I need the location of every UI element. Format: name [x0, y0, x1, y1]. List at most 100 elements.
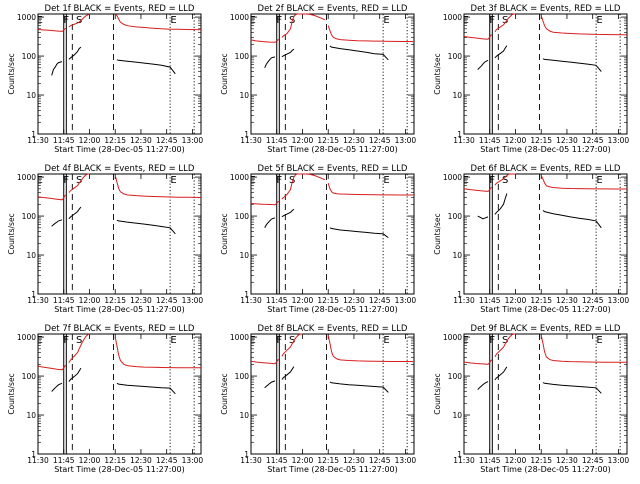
y-tick-label: 100 — [22, 372, 37, 381]
x-tick-label: 11:45 — [266, 296, 288, 305]
series-lld — [250, 173, 414, 206]
series-events — [264, 366, 389, 393]
x-tick-label: 12:15 — [317, 456, 339, 465]
series-events — [477, 193, 602, 229]
series-segment — [250, 38, 279, 43]
y-tick-label: 1000 — [17, 13, 36, 22]
panel-title: Det 1f BLACK = Events, RED = LLD — [45, 4, 195, 14]
x-tick-label: 13:00 — [182, 296, 204, 305]
series-segment — [116, 219, 176, 235]
series-segment — [281, 366, 295, 380]
x-tick-label: 12:30 — [130, 136, 152, 145]
panel-title: Det 5f BLACK = Events, RED = LLD — [258, 164, 408, 174]
y-tick-label: 1000 — [230, 13, 249, 22]
interval-marker-letter: E — [383, 175, 389, 186]
x-tick-label: 12:15 — [317, 136, 339, 145]
y-tick-label: 1 — [457, 450, 462, 459]
interval-marker-letter: S — [502, 335, 508, 346]
interval-marker-letter: E — [37, 15, 43, 26]
series-segment — [114, 175, 202, 198]
plot-frame — [37, 13, 202, 135]
interval-marker-letter: S — [502, 175, 508, 186]
x-axis-label: Start Time (28-Dec-05 11:27:00) — [54, 465, 185, 474]
x-tick-label: 12:45 — [156, 136, 178, 145]
series-segment — [329, 45, 389, 61]
x-tick-label: 11:45 — [53, 456, 75, 465]
series-segment — [327, 182, 414, 196]
x-tick-label: 12:15 — [104, 456, 126, 465]
series-segment — [37, 194, 66, 201]
y-tick-label: 10 — [26, 91, 36, 100]
x-axis-label: Start Time (28-Dec-05 11:27:00) — [54, 305, 185, 314]
interval-marker-letter: S — [76, 335, 82, 346]
y-tick-label: 10 — [452, 411, 462, 420]
series-segment — [477, 59, 489, 70]
x-tick-label: 13:00 — [395, 456, 417, 465]
series-segment — [494, 333, 516, 358]
panel-title: Det 2f BLACK = Events, RED = LLD — [258, 4, 408, 14]
interval-marker-letter: E — [170, 335, 176, 346]
interval-marker-letter: F — [489, 335, 495, 346]
series-segment — [477, 215, 489, 220]
interval-marker-letter: E — [463, 15, 469, 26]
series-segment — [114, 13, 202, 31]
series-segment — [51, 382, 63, 392]
x-tick-label: 12:00 — [79, 456, 101, 465]
y-tick-label: 1000 — [17, 173, 36, 182]
interval-marker-letter: E — [596, 175, 602, 186]
series-segment — [463, 34, 492, 40]
y-axis-label: Counts/sec — [433, 373, 442, 414]
series-events — [264, 45, 389, 69]
panel-title: Det 3f BLACK = Events, RED = LLD — [471, 4, 621, 14]
x-tick-label: 12:45 — [369, 136, 391, 145]
y-tick-label: 10 — [452, 91, 462, 100]
x-axis-label: Start Time (28-Dec-05 11:27:00) — [267, 145, 398, 154]
series-lld — [250, 13, 415, 43]
x-tick-label: 11:30 — [27, 456, 49, 465]
x-tick-label: 11:45 — [479, 136, 501, 145]
y-axis-label: Counts/sec — [7, 53, 16, 94]
series-segment — [250, 358, 279, 365]
y-tick-label: 10 — [26, 251, 36, 260]
interval-marker-letter: F — [63, 15, 69, 26]
x-tick-label: 11:30 — [453, 296, 475, 305]
series-segment — [68, 367, 82, 382]
series-segment — [540, 15, 628, 36]
series-events — [477, 45, 602, 72]
interval-marker-letter: E — [463, 335, 469, 346]
plot-frame — [250, 333, 415, 455]
series-segment — [281, 333, 303, 357]
interval-marker-letter: E — [170, 15, 176, 26]
interval-marker-letter: E — [37, 335, 43, 346]
interval-marker-letter: E — [250, 175, 256, 186]
x-tick-label: 12:15 — [530, 456, 552, 465]
y-tick-label: 100 — [235, 52, 250, 61]
plot-frame — [37, 333, 202, 455]
plot-frame — [250, 13, 415, 135]
series-lld — [250, 333, 415, 365]
series-segment — [116, 382, 176, 395]
x-tick-label: 13:00 — [608, 136, 630, 145]
x-tick-label: 12:00 — [505, 296, 527, 305]
series-segment — [68, 46, 82, 60]
series-segment — [542, 209, 602, 229]
x-tick-label: 12:30 — [130, 456, 152, 465]
x-tick-label: 11:45 — [266, 456, 288, 465]
x-tick-label: 12:30 — [556, 296, 578, 305]
series-lld — [463, 333, 627, 365]
x-tick-label: 12:45 — [582, 136, 604, 145]
series-segment — [329, 227, 389, 239]
series-segment — [51, 219, 63, 227]
panel-title: Det 4f BLACK = Events, RED = LLD — [45, 164, 195, 174]
series-segment — [540, 175, 627, 190]
series-segment — [477, 381, 489, 390]
series-segment — [250, 200, 279, 206]
x-tick-label: 12:45 — [582, 296, 604, 305]
series-segment — [329, 381, 389, 393]
x-tick-label: 13:00 — [395, 296, 417, 305]
y-tick-label: 1000 — [230, 333, 249, 342]
series-segment — [494, 13, 516, 33]
panel-det-7: Det 7f BLACK = Events, RED = LLD 11:30 11:… — [7, 324, 203, 474]
x-tick-label: 11:30 — [27, 136, 49, 145]
